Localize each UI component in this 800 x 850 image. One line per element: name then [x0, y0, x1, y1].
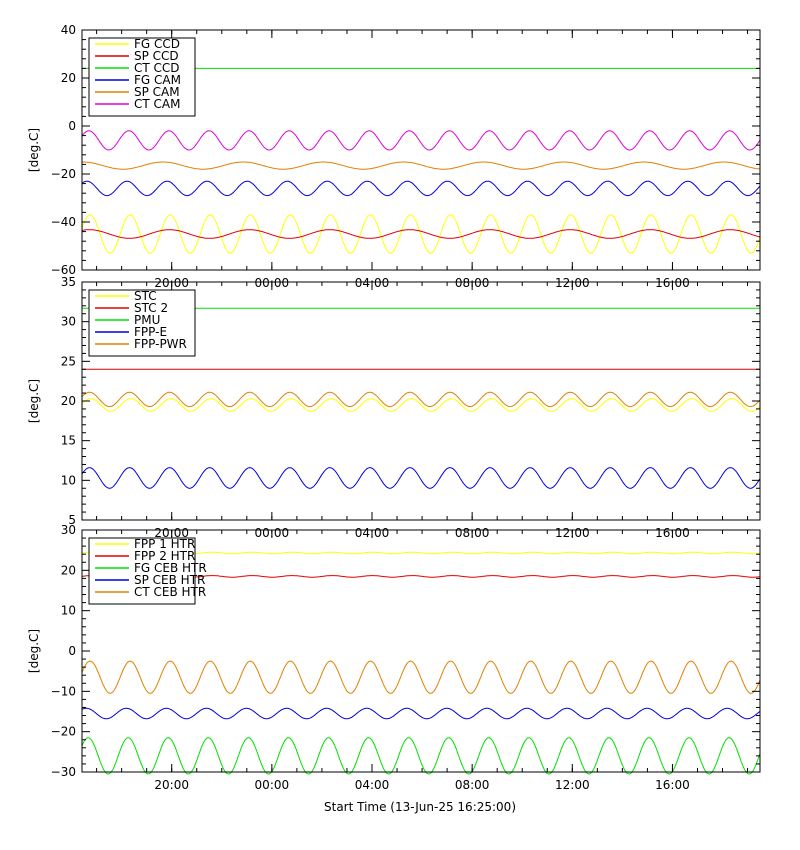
x-tick-label: 00:00: [255, 778, 290, 792]
legend-box: [88, 289, 196, 357]
y-axis-title: [deg.C]: [27, 379, 41, 423]
y-axis-title: [deg.C]: [27, 128, 41, 172]
y-tick-label: −10: [51, 684, 76, 698]
y-tick-label: 40: [61, 23, 76, 37]
x-axis-title: Start Time (13-Jun-25 16:25:00): [324, 800, 516, 814]
panel-3: −30 −20 −10 0 10 20 30 20:00 00:00 04:00 08:00 12:0…: [27, 523, 761, 792]
y-tick-label: 10: [61, 473, 76, 487]
legend-entry: CT CAM: [134, 97, 180, 111]
y-tick-label: 10: [61, 604, 76, 618]
series-line-ct-ceb-htr: [81, 660, 761, 694]
y-tick-label: 35: [61, 275, 76, 289]
x-tick-label: 20:00: [154, 778, 189, 792]
legend-entry: CT CEB HTR: [134, 585, 206, 599]
legend-entry: FPP-PWR: [134, 337, 187, 351]
legend-box: [88, 37, 196, 117]
y-tick-label: 5: [68, 513, 76, 527]
series-line-fg-ceb-htr: [81, 737, 761, 775]
y-axis-title: [deg.C]: [27, 629, 41, 673]
series-line-fpp-e: [81, 467, 761, 489]
series-line-fg-cam: [81, 180, 761, 197]
series-line-fpp-pwr: [81, 391, 761, 408]
series-line-stc: [81, 398, 761, 412]
y-tick-label: 20: [61, 394, 76, 408]
legend-entry: STC 2: [134, 301, 168, 315]
legend-entry: FG CEB HTR: [134, 561, 207, 575]
y-tick-label: −20: [51, 725, 76, 739]
series-line-fg-ccd: [81, 214, 761, 254]
y-tick-label: 0: [68, 119, 76, 133]
plot-frame: [81, 29, 761, 271]
legend-entry: STC: [134, 289, 157, 303]
legend-entry: SP CEB HTR: [134, 573, 205, 587]
y-tick-label: −30: [51, 765, 76, 779]
series-line-ct-cam: [81, 130, 761, 151]
legend-entry: FPP-E: [134, 325, 167, 339]
legend-entry: FPP 1 HTR: [134, 537, 195, 551]
legend-entry: SP CCD: [134, 49, 179, 63]
legend-entry: FG CAM: [134, 73, 181, 87]
legend-entry: SP CAM: [134, 85, 180, 99]
x-tick-label: 12:00: [555, 778, 590, 792]
y-tick-label: 0: [68, 644, 76, 658]
y-tick-label: −40: [51, 215, 76, 229]
legend-entry: FPP 2 HTR: [134, 549, 195, 563]
x-tick-label: 08:00: [455, 778, 490, 792]
series-line-sp-ceb-htr: [81, 707, 761, 720]
legend-entry: PMU: [134, 313, 160, 327]
series-line-sp-ccd: [81, 229, 761, 239]
y-tick-label: −60: [51, 263, 76, 277]
legend-entry: FG CCD: [134, 37, 180, 51]
x-tick-label: 16:00: [655, 778, 690, 792]
y-tick-label: −20: [51, 167, 76, 181]
y-tick-label: 25: [61, 354, 76, 368]
series-line-sp-cam: [82, 161, 761, 170]
y-tick-label: 30: [61, 315, 76, 329]
y-tick-label: 20: [61, 563, 76, 577]
y-tick-label: 15: [61, 434, 76, 448]
y-tick-label: 30: [61, 523, 76, 537]
legend-box: [88, 537, 196, 605]
x-tick-label: 04:00: [355, 778, 390, 792]
legend-entry: CT CCD: [134, 61, 180, 75]
y-tick-label: 20: [61, 71, 76, 85]
